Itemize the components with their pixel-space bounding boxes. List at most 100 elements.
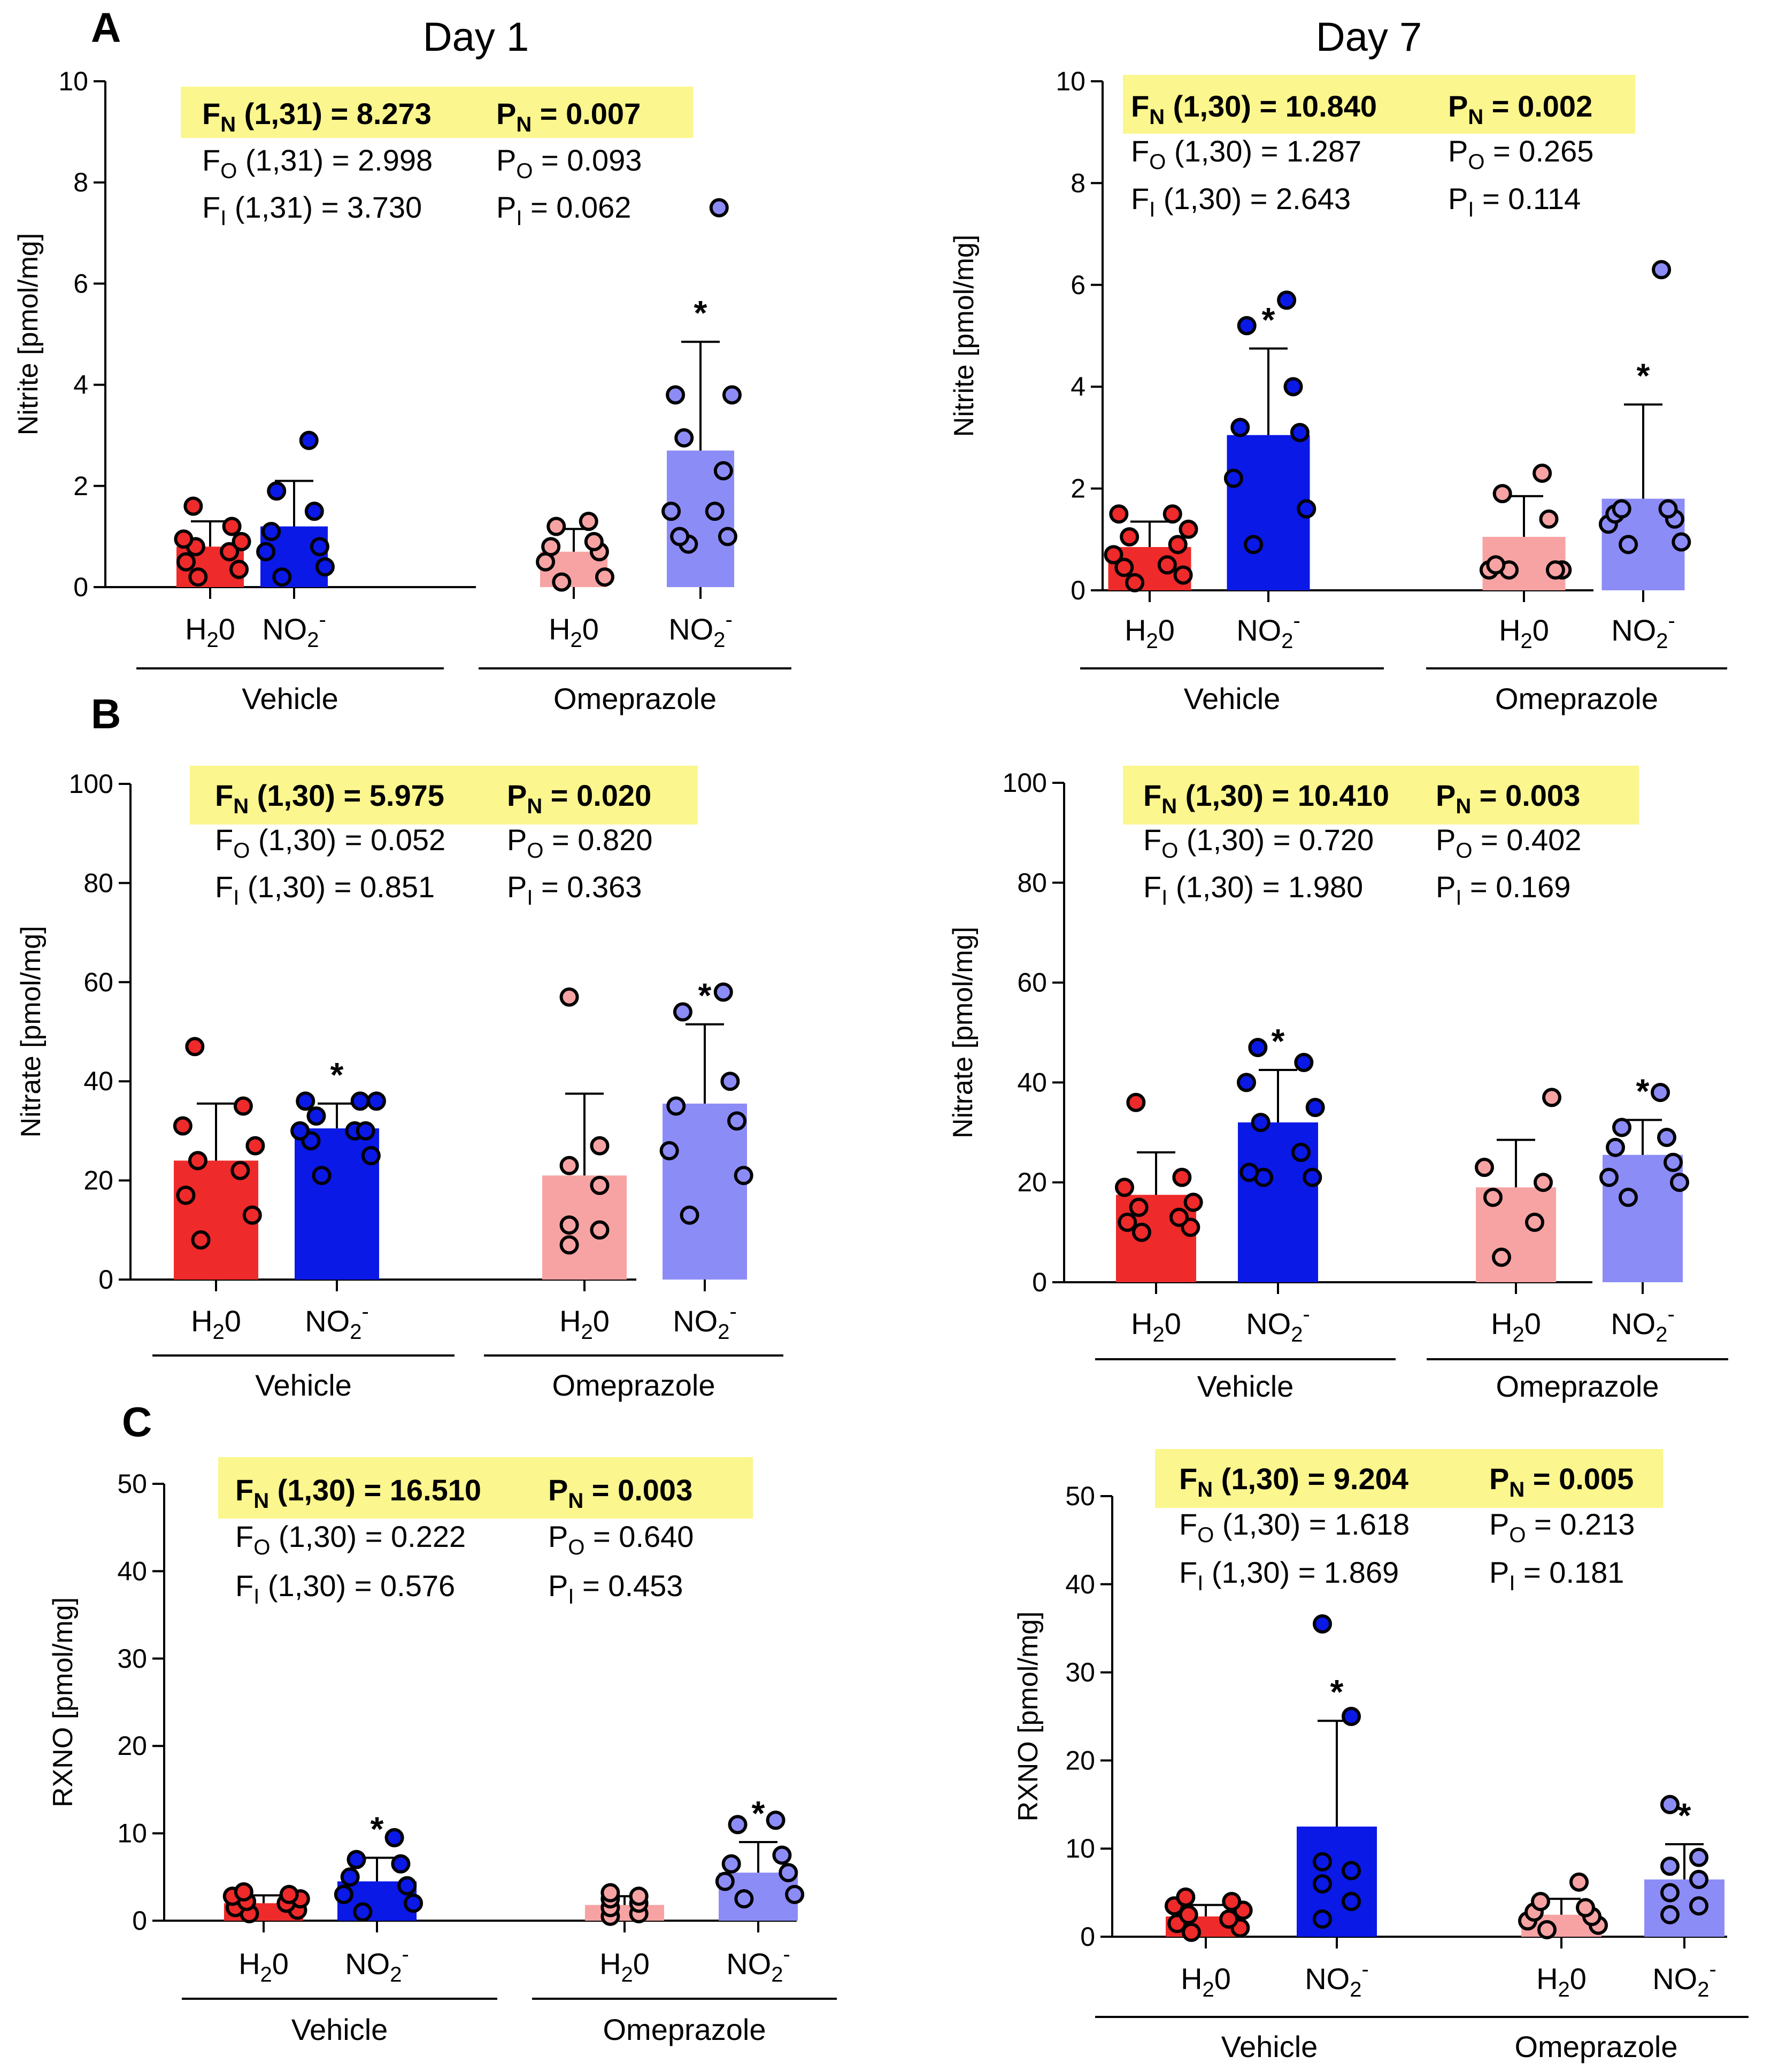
data-point [1294,1053,1314,1073]
data-point [670,527,690,546]
data-point [559,987,579,1007]
data-point [734,1166,753,1185]
y-axis-label: Nitrate [pmol/mg] [948,927,979,1138]
significance-star: * [1678,1796,1691,1835]
stat-f-i: FI (1,30) = 2.643 [1131,182,1351,221]
data-point [1237,315,1257,335]
stat-highlight [190,766,698,825]
data-point [1183,1192,1203,1212]
data-point [1115,1177,1134,1197]
stat-f-n: FN (1,30) = 10.410 [1143,779,1389,818]
stat-f-o: FO (1,30) = 0.052 [215,823,445,862]
data-point [1248,1038,1268,1058]
panel-label-b: B [91,690,121,737]
data-point [229,559,249,579]
data-point [1125,573,1145,592]
bar [585,1905,664,1921]
data-point [1657,1128,1676,1147]
bar [1227,435,1310,590]
data-point [304,502,324,521]
stat-f-i: FI (1,30) = 0.576 [235,1569,455,1608]
y-tick-label: 40 [1017,1067,1047,1097]
data-point [299,430,319,450]
data-point [384,1828,404,1847]
y-tick-label: 10 [1065,1834,1095,1863]
y-tick-label: 40 [117,1556,147,1586]
stat-f-o: FO (1,30) = 0.720 [1143,823,1374,862]
stat-p-o: PO = 0.213 [1489,1507,1635,1547]
data-point [1545,560,1565,580]
data-point [1542,1088,1561,1107]
data-point [1525,1212,1544,1232]
data-point [590,1175,610,1195]
data-point [1619,1188,1638,1207]
data-point [1606,1137,1625,1157]
data-point [1313,1852,1332,1871]
y-axis-label: Nitrate [pmol/mg] [16,926,47,1138]
data-point [1290,422,1310,442]
data-point [315,557,335,577]
data-point [1179,519,1198,539]
bar [1297,1827,1377,1937]
y-tick-label: 50 [1065,1481,1095,1511]
data-point [552,572,572,592]
data-point [1342,1861,1361,1881]
data-point [1104,545,1123,565]
stat-f-o: FO (1,30) = 1.618 [1179,1507,1410,1547]
stat-p-i: PI = 0.453 [548,1569,683,1608]
chart-a-day1: FN (1,31) = 8.273 PN = 0.007 FO (1,31) = 2… [13,66,791,715]
stat-f-i: FI (1,30) = 1.869 [1179,1555,1399,1595]
data-point [1658,499,1678,519]
data-point [256,542,276,561]
data-point [721,1854,741,1874]
category-label: NO2- [1611,1303,1675,1346]
y-tick-label: 8 [73,167,88,197]
data-point [1689,1847,1708,1867]
y-axis-label: Nitrite [pmol/mg] [13,233,44,436]
data-point [230,1161,250,1181]
data-point [1651,1083,1670,1103]
significance-star: * [698,976,712,1015]
data-point [261,521,281,541]
data-point [310,537,329,557]
y-tick-label: 100 [69,769,113,799]
category-label: H20 [238,1947,289,1986]
y-tick-label: 10 [117,1819,147,1848]
stat-p-i: PI = 0.181 [1489,1555,1624,1595]
data-point [541,537,561,557]
y-tick-label: 4 [73,370,88,400]
data-point [727,1111,747,1131]
data-point [600,1883,620,1902]
stat-f-i: FI (1,30) = 0.851 [215,870,435,910]
data-point [1576,1898,1595,1917]
data-point [306,1106,326,1126]
data-point [1689,1896,1708,1916]
data-point [1342,1707,1361,1726]
y-tick-label: 0 [1080,1922,1095,1952]
group-label-vehicle: Vehicle [255,1368,352,1402]
bar [542,1175,627,1280]
data-point [296,1091,315,1111]
stat-f-i: FI (1,31) = 3.730 [202,190,422,230]
chart-b-day7: FN (1,30) = 10.410 PN = 0.003 FO (1,30) = … [948,766,1728,1403]
category-label: NO2- [305,1300,369,1344]
data-point [1670,1173,1689,1192]
category-label: NO2- [1652,1958,1716,2001]
y-tick-label: 0 [1071,575,1085,605]
category-label: H20 [185,612,235,652]
data-point [1230,418,1250,437]
stat-f-o: FO (1,30) = 0.222 [235,1520,466,1559]
group-label-vehicle: Vehicle [242,682,338,715]
data-point [1118,1212,1137,1232]
data-point [1652,260,1672,280]
bar [1644,1879,1724,1937]
data-point [1537,1920,1557,1939]
group-label-omeprazole: Omeprazole [552,1368,715,1402]
data-point [1132,1222,1151,1242]
data-point [1168,535,1188,554]
data-point [174,529,194,549]
data-point [559,1235,579,1255]
data-point [353,1902,373,1922]
data-point [661,502,681,521]
data-point [404,1893,424,1913]
